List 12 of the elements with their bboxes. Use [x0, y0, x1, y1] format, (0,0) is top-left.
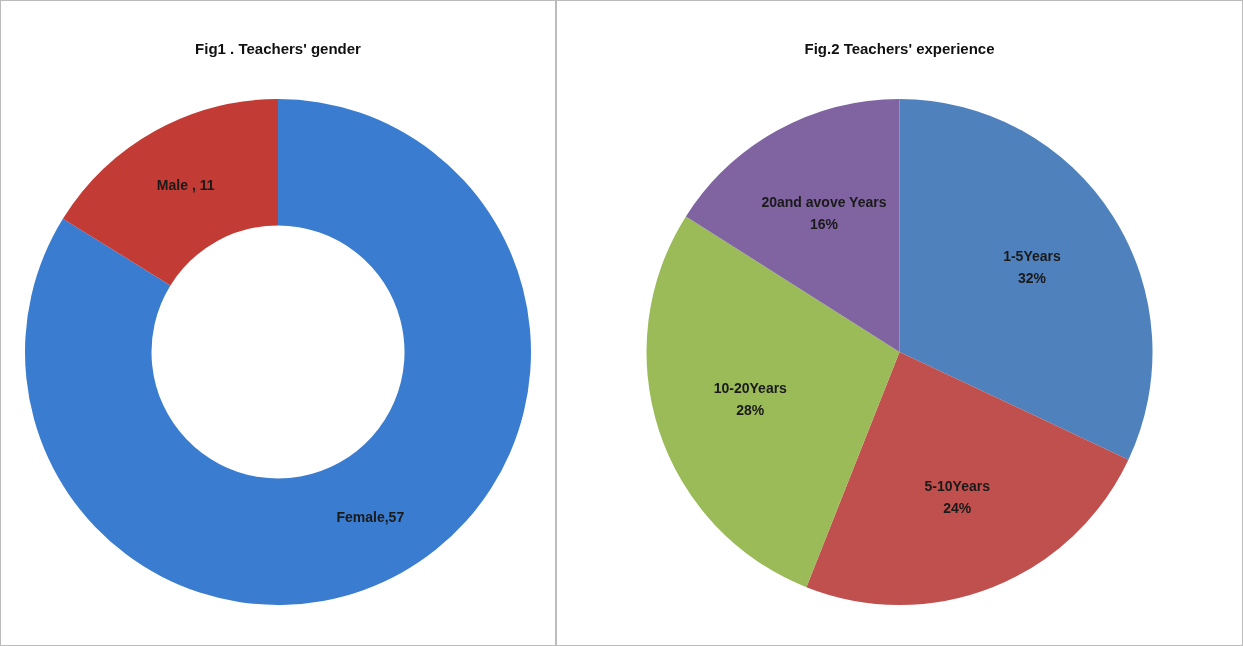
- data-label: 28%: [736, 402, 765, 419]
- slice-label: 10-20Years: [713, 380, 788, 397]
- slice-label: 20and avove Years: [761, 194, 887, 211]
- slice-label: Male , 11: [156, 177, 215, 194]
- slice-label: 1-5Years: [1003, 247, 1061, 264]
- slice-label: Female,57: [336, 508, 405, 525]
- data-label: 24%: [943, 499, 972, 516]
- data-label: 32%: [1017, 269, 1047, 286]
- chart-title: Fig1 . Teachers' gender: [195, 40, 362, 58]
- data-label: 16%: [809, 216, 839, 233]
- chart-title: Fig.2 Teachers' experience: [804, 40, 995, 58]
- slice-label: 5-10Years: [924, 477, 991, 494]
